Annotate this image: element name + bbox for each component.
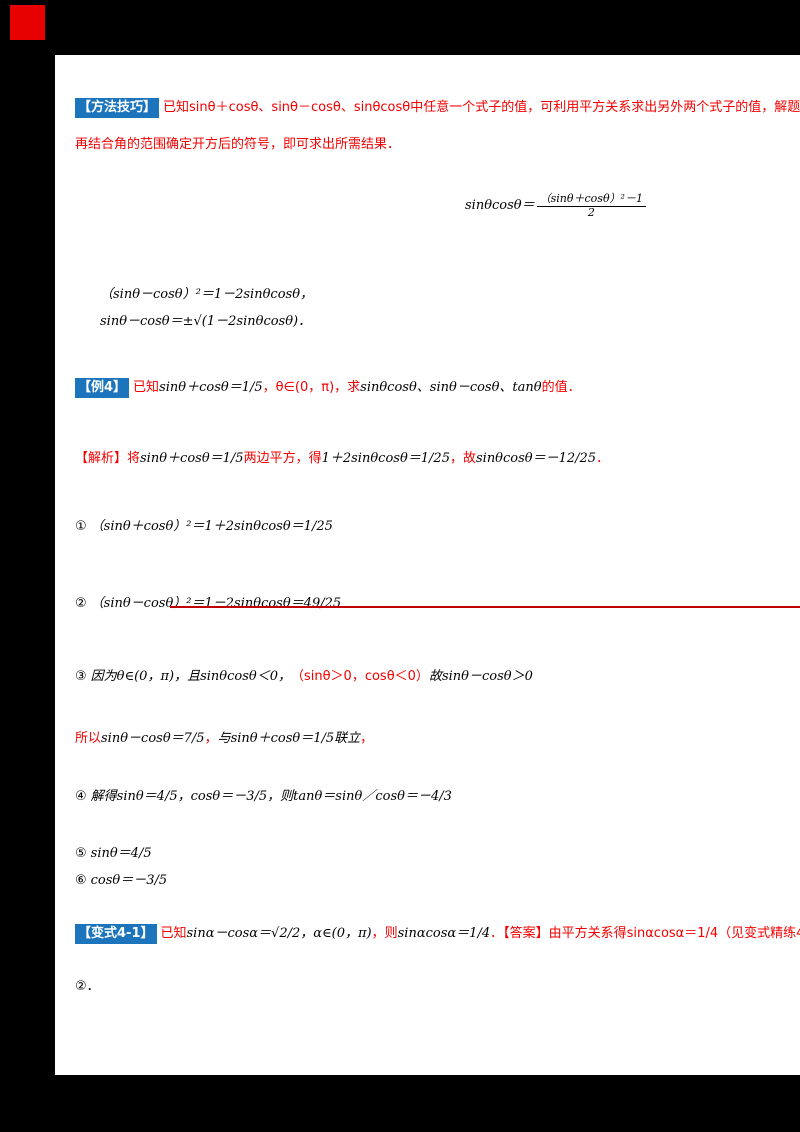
step-number-1: ①: [75, 519, 87, 534]
method-note-tag: 【方法技巧】: [75, 98, 160, 118]
variant-line: 【变式4-1】 已知 sinα－cosα＝√2/2，α∈(0，π) ，则 sin…: [75, 924, 800, 944]
red-divider-line: [170, 606, 800, 608]
formula-fraction: （sinθ＋cosθ）²－1 2: [536, 192, 646, 219]
step-number-5: ⑤: [75, 846, 87, 861]
step-line-3: ③ 因为θ∈(0，π)，且sinθcosθ＜0， （sinθ＞0，cosθ＜0）…: [75, 668, 533, 686]
step-line-4: ④ 解得sinθ＝4/5，cosθ＝－3/5，则tanθ＝sinθ／cosθ＝－…: [75, 788, 452, 806]
method-note-line-1: 【方法技巧】 已知sinθ＋cosθ、sinθ－cosθ、sinθcosθ中任意…: [75, 98, 800, 118]
analysis-text-red-3: ．: [596, 451, 610, 466]
step-red-3: （sinθ＞0，cosθ＜0）: [290, 669, 429, 684]
analysis-math-3: sinθcosθ＝－12/25: [475, 451, 597, 466]
step-line-2: ② （sinθ－cosθ）²＝1－2sinθcosθ＝49/25: [75, 595, 341, 613]
analysis-line: 【解析】将 sinθ＋cosθ＝1/5 两边平方，得 1＋2sinθcosθ＝1…: [75, 450, 609, 468]
step-math-3a: 因为θ∈(0，π)，且sinθcosθ＜0，: [90, 669, 291, 684]
step-number-4: ④: [75, 789, 87, 804]
variant-tag: 【变式4-1】: [75, 924, 157, 944]
formula-numerator: （sinθ＋cosθ）²－1: [536, 192, 646, 207]
corner-red-square: [10, 5, 45, 40]
example-text-red-2: ，θ∈(0，π)，求: [262, 380, 361, 395]
document-page: 【方法技巧】 已知sinθ＋cosθ、sinθ－cosθ、sinθcosθ中任意…: [55, 55, 800, 1075]
analysis-label: 【解析】将: [75, 451, 141, 466]
conclusion-math-2: 与sinθ＋cosθ＝1/5联立: [217, 731, 361, 746]
conclusion-math-1: sinθ－cosθ＝7/5: [101, 731, 205, 746]
analysis-text-red-1: 两边平方，得: [243, 451, 322, 466]
method-note-text-1: 已知sinθ＋cosθ、sinθ－cosθ、sinθcosθ中任意一个式子的值，…: [163, 100, 800, 115]
step-number-2: ②: [75, 596, 87, 611]
formula-line: sinθcosθ＝ （sinθ＋cosθ）²－1 2: [465, 192, 648, 219]
derivation-text-1: （sinθ－cosθ）²＝1－2sinθcosθ，: [100, 287, 314, 302]
analysis-text-red-2: ，故: [449, 451, 476, 466]
variant-answer-note: ．【答案】由平方关系得sinαcosα＝1/4（见变式精练4-1）: [490, 926, 800, 941]
step-number-6: ⑥: [75, 873, 87, 888]
conclusion-line: 所以 sinθ－cosθ＝7/5 ， 与sinθ＋cosθ＝1/5联立 ，: [75, 730, 373, 748]
example-text-red-3: 的值．: [541, 380, 581, 395]
formula-prefix: sinθcosθ＝: [465, 198, 535, 214]
step-line-6: ⑥ cosθ＝－3/5: [75, 872, 167, 890]
conclusion-red-2: ，: [204, 731, 218, 746]
footer-line: ②．: [75, 978, 100, 996]
variant-math-1: sinα－cosα＝√2/2，α∈(0，π): [186, 926, 372, 941]
step-line-1: ① （sinθ＋cosθ）²＝1＋2sinθcosθ＝1/25: [75, 518, 333, 536]
example-tag: 【例4】: [75, 378, 130, 398]
variant-red-2: ，则: [371, 926, 398, 941]
step-math-1: （sinθ＋cosθ）²＝1＋2sinθcosθ＝1/25: [90, 519, 333, 534]
analysis-math-2: 1＋2sinθcosθ＝1/25: [321, 451, 450, 466]
conclusion-red-3: ，: [360, 731, 374, 746]
example-line: 【例4】 已知 sinθ＋cosθ＝1/5 ，θ∈(0，π)，求 sinθcos…: [75, 378, 581, 398]
derivation-line-2: sinθ－cosθ＝±√(1－2sinθcosθ)．: [100, 313, 311, 331]
step-math-2: （sinθ－cosθ）²＝1－2sinθcosθ＝49/25: [90, 596, 342, 611]
example-text-red-1: 已知: [133, 380, 160, 395]
step-math-6: cosθ＝－3/5: [90, 873, 168, 888]
method-note-text-2: 再结合角的范围确定开方后的符号，即可求出所需结果．: [75, 137, 401, 152]
footer-text: ②．: [75, 979, 100, 994]
derivation-text-2: sinθ－cosθ＝±√(1－2sinθcosθ)．: [100, 314, 312, 329]
formula-denominator: 2: [587, 205, 595, 219]
variant-red-1: 已知: [160, 926, 187, 941]
example-math-1: sinθ＋cosθ＝1/5: [159, 380, 263, 395]
example-math-2: sinθcosθ、sinθ－cosθ、tanθ: [360, 380, 542, 395]
step-math-5: sinθ＝4/5: [90, 846, 152, 861]
method-note-line-2: 再结合角的范围确定开方后的符号，即可求出所需结果．: [75, 136, 400, 154]
step-math-4: 解得sinθ＝4/5，cosθ＝－3/5，则tanθ＝sinθ／cosθ＝－4/…: [90, 789, 452, 804]
conclusion-red-1: 所以: [75, 731, 102, 746]
variant-math-2: sinαcosα＝1/4: [397, 926, 491, 941]
analysis-math-1: sinθ＋cosθ＝1/5: [140, 451, 244, 466]
step-line-5: ⑤ sinθ＝4/5: [75, 845, 152, 863]
step-number-3: ③: [75, 669, 87, 684]
step-math-3b: 故sinθ－cosθ＞0: [428, 669, 533, 684]
derivation-line-1: （sinθ－cosθ）²＝1－2sinθcosθ，: [100, 286, 313, 304]
